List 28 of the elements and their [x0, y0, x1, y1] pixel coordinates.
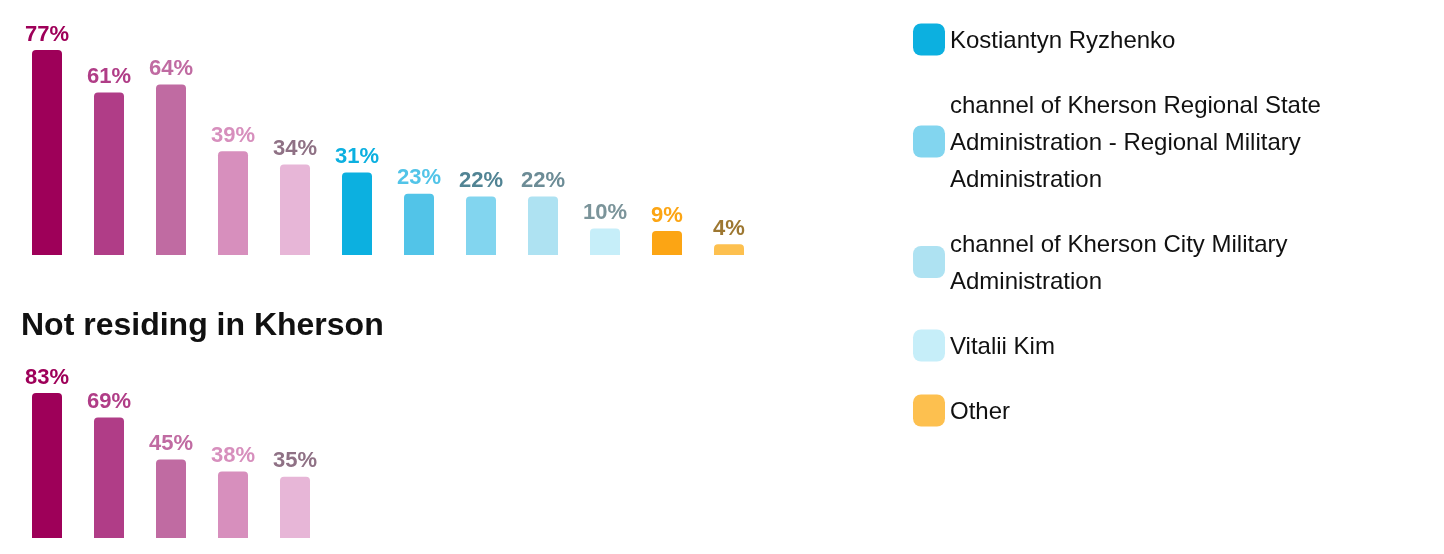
- legend-label: channel of Kherson Regional State Administration - Regional Military Administration: [950, 91, 1328, 192]
- data-label: 23%: [396, 164, 442, 190]
- data-label: 83%: [24, 363, 70, 389]
- legend-label: channel of Kherson City Military Administration: [950, 230, 1295, 294]
- data-label: 38%: [210, 442, 256, 468]
- data-label: 22%: [458, 166, 504, 192]
- data-label: 31%: [334, 142, 380, 168]
- data-label: 4%: [713, 214, 745, 240]
- data-label: 22%: [520, 166, 566, 192]
- data-label: 61%: [86, 63, 132, 89]
- data-label: 39%: [210, 121, 256, 147]
- bar: [218, 471, 248, 538]
- chart-title: Not residing in Kherson: [21, 306, 384, 342]
- bar: [156, 459, 186, 538]
- legend-label: Kostiantyn Ryzhenko: [950, 26, 1176, 53]
- data-label: 69%: [86, 387, 132, 413]
- data-label: 64%: [148, 55, 194, 81]
- data-label: 10%: [582, 198, 628, 224]
- bar: [32, 393, 62, 538]
- data-label: 35%: [272, 447, 318, 473]
- bar: [94, 417, 124, 538]
- data-label: 34%: [272, 134, 318, 160]
- legend-label: Other: [950, 397, 1011, 424]
- data-label: 9%: [651, 201, 683, 227]
- legend-label: Vitalii Kim: [950, 332, 1055, 359]
- bar: [280, 476, 310, 538]
- data-label: 45%: [148, 429, 194, 455]
- data-label: 77%: [24, 20, 70, 46]
